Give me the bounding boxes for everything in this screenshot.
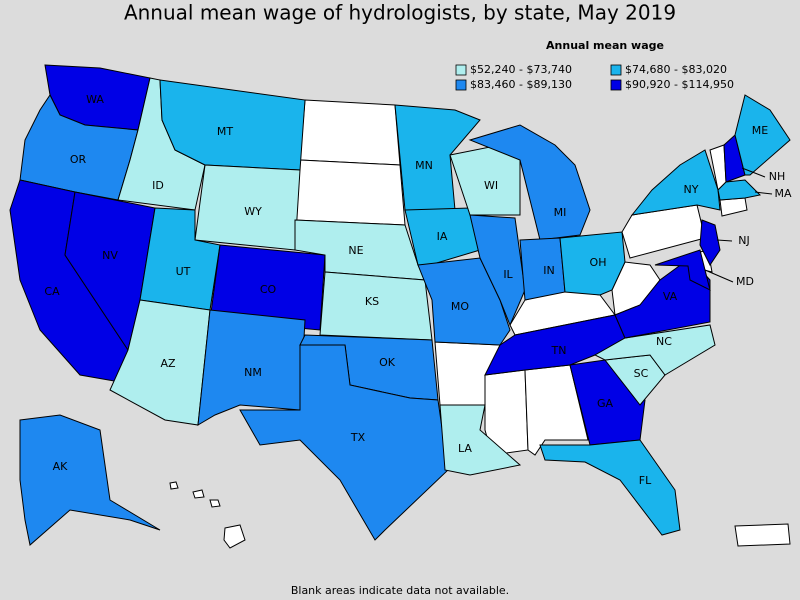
state-shape [19, 414, 161, 546]
state-label: VA [663, 290, 678, 303]
legend-swatch [610, 64, 622, 76]
leader-line [704, 269, 734, 283]
state-label: NH [769, 170, 786, 183]
state-label: NE [348, 244, 363, 257]
state-label: MD [736, 275, 754, 288]
state-shape [734, 523, 791, 547]
state-shape [654, 249, 711, 291]
legend-label: $74,680 - $83,020 [625, 63, 727, 76]
state-label: AZ [160, 357, 176, 370]
state-label: OH [590, 256, 607, 269]
state-shape [559, 231, 626, 296]
legend-label: $83,460 - $89,130 [470, 78, 572, 91]
state-shape [239, 344, 449, 541]
state-label: MI [554, 206, 567, 219]
state-label: MO [451, 300, 469, 313]
state-shape [539, 439, 681, 536]
state-shape [439, 404, 522, 476]
state-label: ID [152, 179, 164, 192]
states: WA OR CA NV ID MT WY UT CO AZ NM NE KS OK TX MN IA MO LA WI… [9, 64, 792, 546]
state-label: IL [503, 268, 513, 281]
state-label: WI [484, 179, 498, 192]
legend-title: Annual mean wage [546, 39, 664, 52]
state-shape [223, 524, 246, 549]
state-shape [717, 179, 762, 201]
state-shape [169, 481, 179, 490]
legend-swatch [610, 79, 622, 91]
state-label: WY [244, 205, 262, 218]
state-label: TX [350, 431, 366, 444]
state-label: IN [543, 264, 554, 277]
leader-line [754, 191, 773, 195]
legend-label: $90,920 - $114,950 [625, 78, 734, 91]
state-label: AK [53, 460, 69, 473]
state-label: FL [639, 474, 652, 487]
state-label: SC [634, 367, 649, 380]
state-label: WA [86, 93, 104, 106]
state-label: GA [597, 397, 614, 410]
legend-label: $52,240 - $73,740 [470, 63, 572, 76]
state-shape [197, 309, 306, 426]
state-label: OR [70, 153, 87, 166]
state-label: UT [176, 265, 191, 278]
leader-line [741, 167, 766, 178]
state-label: MT [217, 125, 233, 138]
state-label: CO [260, 283, 277, 296]
state-shape [192, 489, 205, 499]
state-shape [468, 124, 591, 241]
state-label: MA [774, 187, 791, 200]
state-shape [209, 499, 221, 508]
state-shape [404, 207, 481, 266]
state-shape [630, 149, 721, 216]
legend: $52,240 - $73,740 $74,680 - $83,020 $83,46… [455, 63, 734, 91]
leader-line [716, 239, 733, 242]
state-label: IA [437, 230, 448, 243]
legend-swatch [455, 79, 467, 91]
state-label: TN [551, 344, 567, 357]
legend-swatch [455, 64, 467, 76]
state-shape [299, 99, 401, 166]
state-label: NJ [738, 234, 749, 247]
state-label: MN [415, 159, 433, 172]
state-label: NY [684, 183, 699, 196]
state-shape [621, 204, 706, 259]
state-label: CA [44, 285, 60, 298]
footnote: Blank areas indicate data not available. [291, 584, 509, 597]
state-shape [469, 214, 526, 327]
state-shape [294, 159, 406, 226]
map-title: Annual mean wage of hydrologists, by sta… [124, 1, 676, 25]
no-data-states [169, 99, 791, 549]
state-shape [699, 219, 721, 266]
state-label: NV [102, 249, 118, 262]
state-label: KS [365, 295, 379, 308]
state-label: ME [752, 124, 768, 137]
state-label: NC [656, 335, 672, 348]
state-label: OK [379, 356, 396, 369]
state-label: NM [244, 366, 262, 379]
state-shape [734, 94, 791, 176]
state-label: LA [458, 442, 472, 455]
